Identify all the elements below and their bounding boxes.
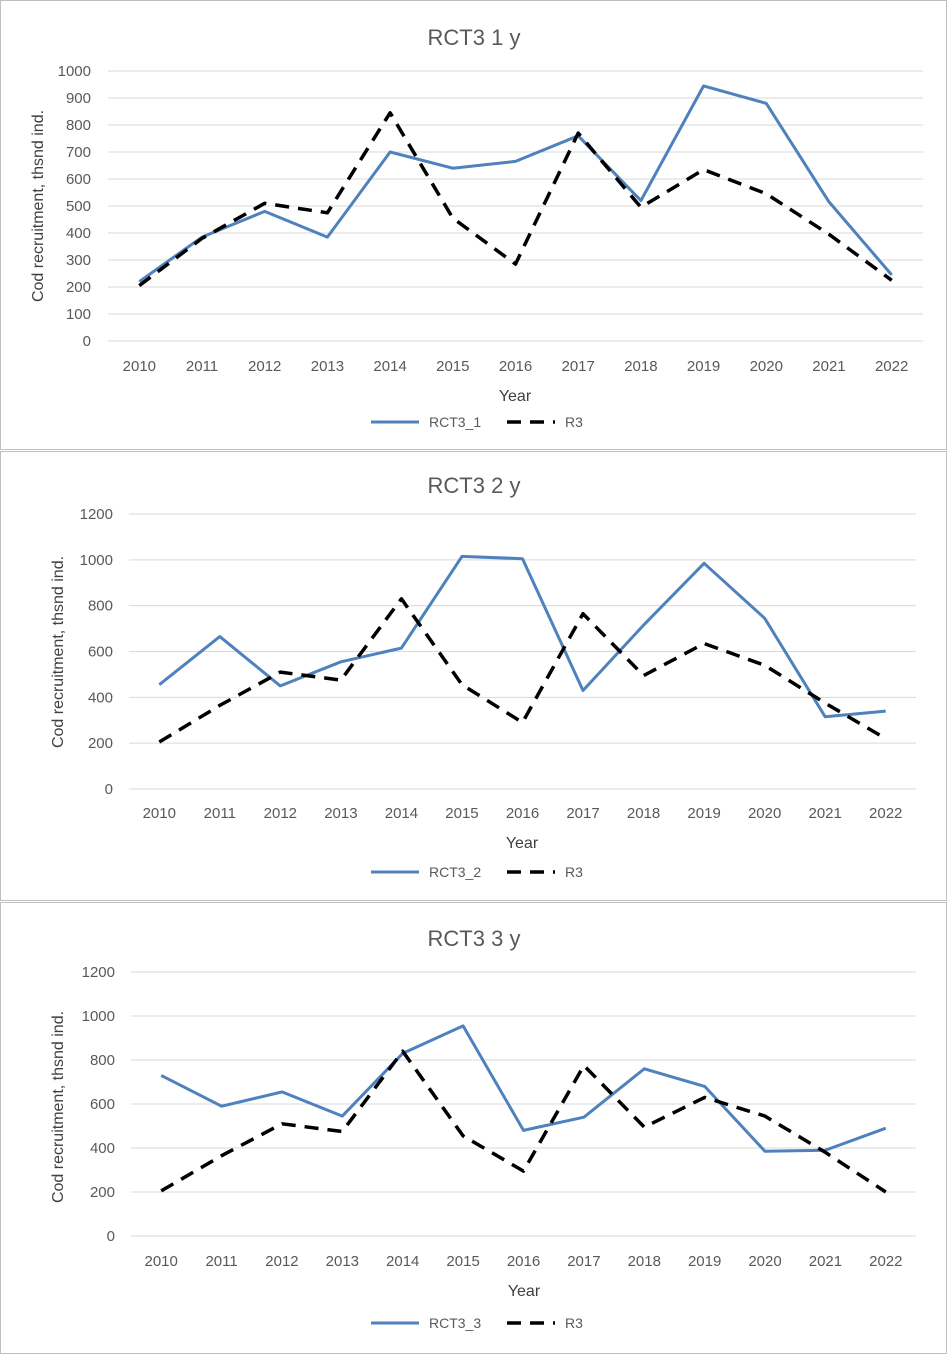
x-tick-label: 2016 [507,1253,540,1270]
legend-label: RCT3_3 [429,1315,481,1331]
y-tick-label: 1000 [80,552,113,569]
y-tick-label: 200 [90,1184,115,1201]
x-tick-label: 2017 [567,1253,600,1270]
x-axis-title: Year [506,835,539,852]
x-tick-label: 2013 [324,805,357,822]
x-tick-label: 2013 [326,1253,359,1270]
legend-label: RCT3_2 [429,864,481,880]
x-tick-label: 2016 [499,358,532,375]
x-tick-label: 2012 [265,1253,298,1270]
x-tick-label: 2018 [627,805,660,822]
y-tick-label: 700 [66,144,91,161]
y-tick-label: 800 [90,1052,115,1069]
x-tick-label: 2017 [566,805,599,822]
series-line-rct3-3 [160,1024,887,1153]
x-tick-label: 2021 [812,358,845,375]
legend: RCT3_2 R3 [371,864,583,880]
chart-title: RCT3 3 y [428,926,521,951]
y-axis-title: Cod recruitment, thsnd ind. [50,1011,67,1203]
x-axis-title: Year [499,388,532,405]
x-tick-label: 2017 [562,358,595,375]
y-tick-label: 400 [66,225,91,242]
y-tick-label: 1000 [82,1008,115,1025]
y-axis-title: Cod recruitment, thsnd ind. [50,556,67,748]
chart-panel-rct3-1y: RCT3 1 y Cod recruitment, thsnd ind. Yea… [0,0,947,450]
chart-title: RCT3 1 y [428,25,521,50]
y-tick-label: 0 [107,1228,115,1245]
x-tick-label: 2014 [385,805,418,822]
x-tick-label: 2015 [446,1253,479,1270]
legend-label: RCT3_1 [429,414,481,430]
y-tick-label: 0 [83,333,91,350]
x-tick-label: 2021 [809,805,842,822]
y-tick-label: 0 [105,781,113,798]
x-tick-label: 2022 [875,358,908,375]
x-tick-label: 2019 [687,805,720,822]
y-tick-label: 1200 [80,506,113,523]
plot-area: 0 100 200 300 400 500 600 700 800 900 1000 2010 2011… [58,63,923,375]
x-tick-label: 2015 [436,358,469,375]
chart-svg: RCT3 1 y Cod recruitment, thsnd ind. Yea… [30,25,923,430]
plot-area: 0 200 400 600 800 1000 1200 2010 2011 2012 2013 201… [80,506,916,822]
x-tick-label: 2019 [687,358,720,375]
y-tick-label: 200 [66,279,91,296]
x-axis-title: Year [508,1283,541,1300]
y-tick-label: 300 [66,252,91,269]
series-line-r3 [158,597,887,744]
x-tick-label: 2018 [628,1253,661,1270]
x-tick-label: 2010 [143,805,176,822]
y-tick-label: 600 [66,171,91,188]
legend: RCT3_1 R3 [371,414,583,430]
y-axis-title: Cod recruitment, thsnd ind. [30,110,47,302]
x-tick-label: 2022 [869,805,902,822]
y-tick-label: 800 [66,117,91,134]
y-tick-label: 200 [88,735,113,752]
legend-label: R3 [565,414,583,430]
x-tick-label: 2014 [386,1253,419,1270]
y-tick-label: 500 [66,198,91,215]
chart-svg: RCT3 2 y Cod recruitment, thsnd ind. Yea… [50,473,916,880]
x-tick-label: 2022 [869,1253,902,1270]
chart-panel-rct3-2y: RCT3 2 y Cod recruitment, thsnd ind. Yea… [0,451,947,901]
x-tick-label: 2010 [145,1253,178,1270]
x-tick-label: 2020 [750,358,783,375]
legend-label: R3 [565,864,583,880]
x-tick-label: 2021 [809,1253,842,1270]
y-tick-label: 1200 [82,964,115,981]
y-tick-label: 600 [88,644,113,661]
x-tick-label: 2016 [506,805,539,822]
chart-panel-rct3-3y: RCT3 3 y Cod recruitment, thsnd ind. Yea… [0,902,947,1354]
y-tick-label: 400 [90,1140,115,1157]
x-tick-label: 2015 [445,805,478,822]
y-tick-label: 800 [88,598,113,615]
x-tick-label: 2013 [311,358,344,375]
legend-label: R3 [565,1315,583,1331]
x-tick-label: 2012 [264,805,297,822]
x-tick-label: 2019 [688,1253,721,1270]
plot-area: 0 200 400 600 800 1000 1200 2010 2011 2012 2013 201… [82,964,916,1270]
x-tick-label: 2018 [624,358,657,375]
x-tick-label: 2011 [186,358,218,375]
x-tick-label: 2020 [748,1253,781,1270]
x-tick-label: 2010 [123,358,156,375]
x-tick-label: 2012 [248,358,281,375]
x-tick-label: 2011 [204,805,236,822]
y-tick-label: 600 [90,1096,115,1113]
x-tick-label: 2011 [205,1253,237,1270]
series-line-r3 [138,111,893,287]
x-tick-label: 2014 [373,358,406,375]
y-tick-label: 900 [66,90,91,107]
chart-svg: RCT3 3 y Cod recruitment, thsnd ind. Yea… [50,926,916,1331]
chart-title: RCT3 2 y [428,473,521,498]
x-tick-label: 2020 [748,805,781,822]
y-tick-label: 1000 [58,63,91,80]
y-tick-label: 400 [88,689,113,706]
legend: RCT3_3 R3 [371,1315,583,1331]
y-tick-label: 100 [66,306,91,323]
series-line-r3 [160,1049,887,1194]
series-line-rct3-2 [158,554,886,719]
series-line-rct3-1 [138,84,893,283]
